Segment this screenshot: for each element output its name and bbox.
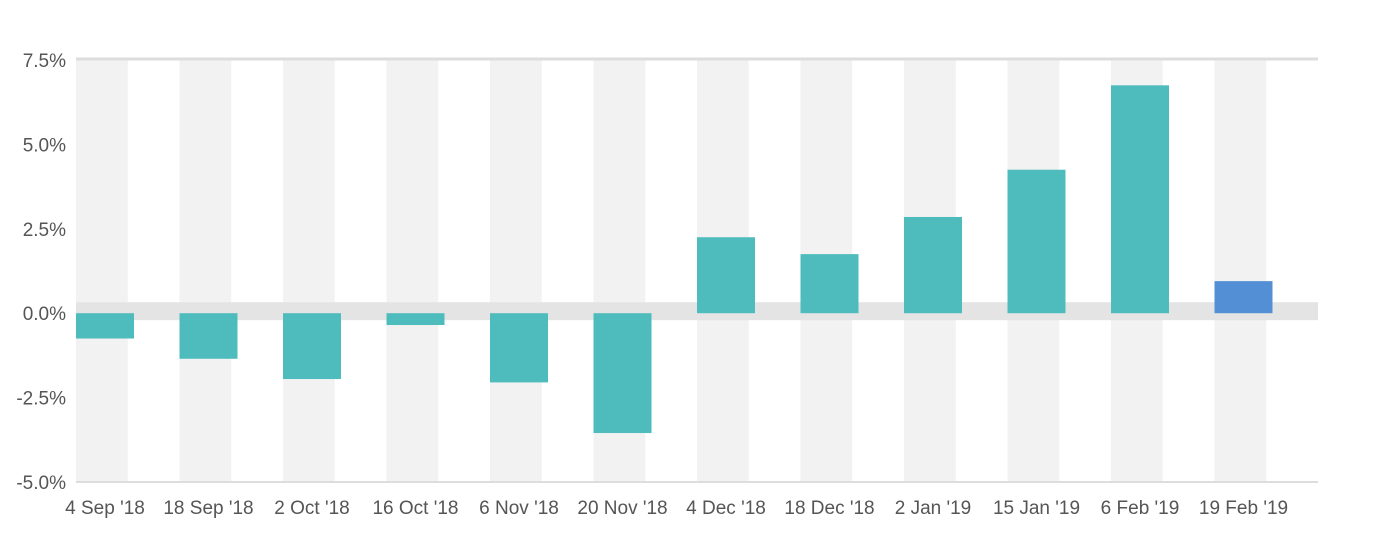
column-band: [1214, 60, 1267, 482]
bar-3[interactable]: [386, 313, 445, 326]
y-tick-label: -5.0%: [16, 473, 66, 494]
y-tick-label: 5.0%: [23, 135, 66, 156]
column-band: [283, 60, 335, 482]
x-tick-label: 18 Dec '18: [784, 498, 874, 519]
column-bands: [76, 60, 1267, 482]
column-band: [490, 60, 542, 482]
x-tick-label: 19 Feb '19: [1199, 498, 1288, 519]
bars: [76, 85, 1273, 434]
x-tick-label: 4 Dec '18: [686, 498, 766, 519]
bar-7[interactable]: [800, 254, 859, 314]
x-tick-label: 15 Jan '19: [993, 498, 1080, 519]
x-tick-label: 2 Oct '18: [274, 498, 349, 519]
x-tick-label: 16 Oct '18: [372, 498, 458, 519]
bar-1[interactable]: [179, 313, 238, 359]
bar-9[interactable]: [1007, 169, 1066, 314]
column-band: [386, 60, 439, 482]
bar-2[interactable]: [283, 313, 341, 380]
bar-4[interactable]: [490, 313, 548, 383]
y-tick-label: -2.5%: [16, 389, 66, 410]
x-tick-label: 2 Jan '19: [895, 498, 972, 519]
y-tick-label: 0.0%: [23, 304, 66, 325]
x-axis-tick-labels: 4 Sep '18 18 Sep '18 2 Oct '18 16 Oct '18 6 …: [65, 498, 1288, 519]
bar-11[interactable]: [1214, 281, 1273, 314]
x-tick-label: 20 Nov '18: [577, 498, 667, 519]
bar-0[interactable]: [76, 313, 134, 339]
y-axis-tick-labels: -5.0% -2.5% 0.0% 2.5% 5.0% 7.5%: [16, 51, 66, 494]
y-tick-label: 2.5%: [23, 220, 66, 241]
bar-6[interactable]: [697, 237, 755, 314]
bar-8[interactable]: [904, 216, 962, 314]
y-tick-label: 7.5%: [23, 51, 66, 72]
x-tick-label: 4 Sep '18: [65, 498, 145, 519]
column-band: [179, 60, 232, 482]
x-tick-label: 6 Feb '19: [1101, 498, 1180, 519]
bar-5[interactable]: [593, 313, 652, 434]
bar-10[interactable]: [1111, 85, 1169, 314]
x-tick-label: 18 Sep '18: [163, 498, 253, 519]
x-tick-label: 6 Nov '18: [479, 498, 559, 519]
column-band: [76, 60, 128, 482]
